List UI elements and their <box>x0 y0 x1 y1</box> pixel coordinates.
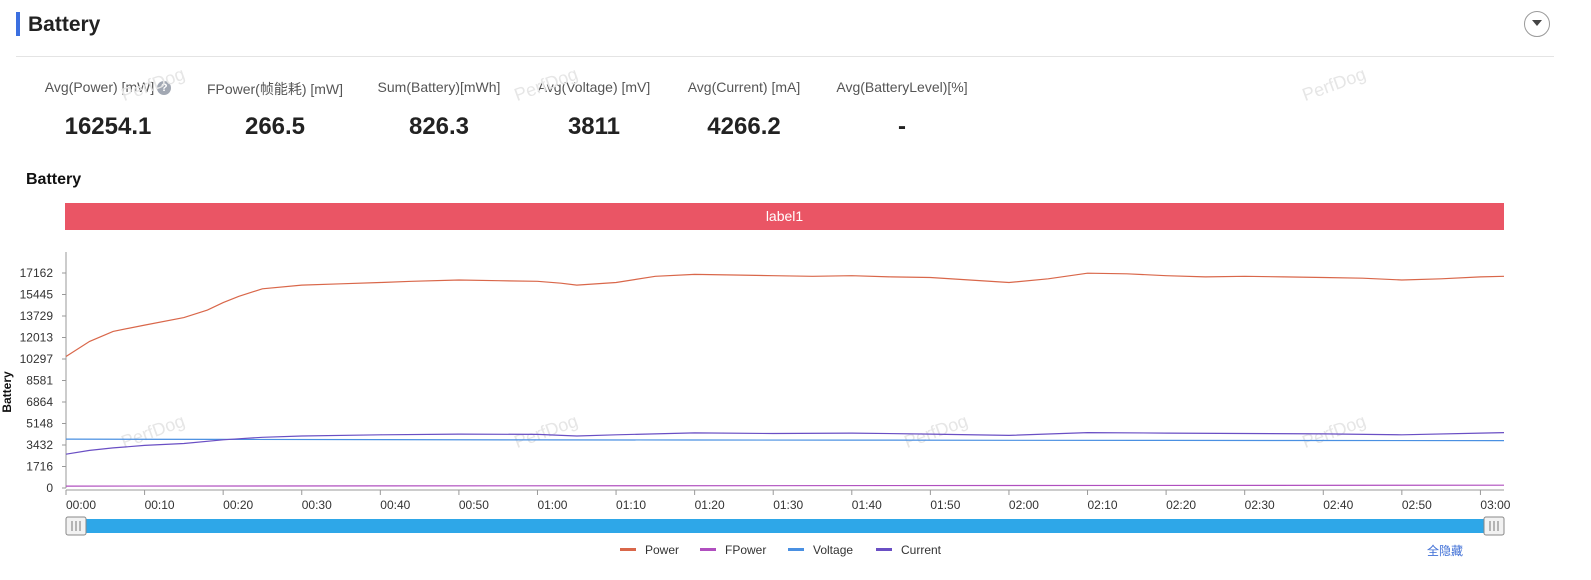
stat-label-avg-power: Avg(Power) [mW]? <box>35 79 181 95</box>
watermark-text: PerfDog <box>118 64 187 105</box>
stat-value-avg-battery-level: - <box>898 113 906 140</box>
x-tick-label: 00:20 <box>223 498 253 512</box>
stat-label-fpower: FPower(帧能耗) [mW] <box>206 81 344 97</box>
y-tick-label: 17162 <box>20 266 54 280</box>
stat-value-avg-power: 16254.1 <box>64 113 152 140</box>
section-header: Battery <box>0 0 1591 57</box>
stat-value-avg-voltage: 3811 <box>567 113 621 140</box>
y-tick-label: 8581 <box>26 374 53 388</box>
zoom-slider-bar[interactable] <box>66 519 1504 533</box>
stat-label-avg-battery-level: Avg(BatteryLevel)[%] <box>836 79 968 95</box>
series-line-current <box>65 431 1505 455</box>
watermark-text: PerfDog <box>901 411 970 452</box>
label-band[interactable]: label1 <box>65 203 1504 230</box>
chevron-down-icon <box>1532 20 1542 26</box>
x-tick-label: 01:50 <box>930 498 960 512</box>
y-tick-label: 6864 <box>26 395 53 409</box>
y-tick-label: 10297 <box>20 352 54 366</box>
page-title: Battery <box>28 13 101 36</box>
y-tick-label: 12013 <box>20 331 54 345</box>
x-tick-label: 01:20 <box>695 498 725 512</box>
watermark-text: PerfDog <box>511 64 580 105</box>
stat-label-sum-battery: Sum(Battery)[mWh] <box>377 79 501 95</box>
legend-swatch-current[interactable] <box>876 548 892 551</box>
hide-all-link[interactable]: 全隐藏 <box>1427 544 1464 558</box>
legend-item-fpower[interactable]: FPower <box>725 543 766 557</box>
watermark-text: PerfDog <box>1299 64 1368 105</box>
x-tick-label: 02:20 <box>1166 498 1196 512</box>
y-axis-label: Battery <box>0 371 14 413</box>
legend-item-power[interactable]: Power <box>645 543 679 557</box>
x-tick-label: 00:10 <box>145 498 175 512</box>
stat-label-avg-voltage: Avg(Voltage) [mV] <box>537 79 651 95</box>
x-tick-label: 02:30 <box>1245 498 1275 512</box>
series-line-voltage <box>65 438 1505 442</box>
legend-swatch-power[interactable] <box>620 548 636 551</box>
y-tick-label: 5148 <box>26 417 53 431</box>
header-divider <box>16 56 1554 57</box>
x-tick-label: 01:40 <box>852 498 882 512</box>
x-tick-label: 01:30 <box>773 498 803 512</box>
legend-swatch-fpower[interactable] <box>700 548 716 551</box>
stat-label-text: Avg(Power) [mW] <box>44 79 155 95</box>
stat-label-avg-current: Avg(Current) [mA] <box>687 79 801 95</box>
watermark-text: PerfDog <box>1299 411 1368 452</box>
stat-value-sum-battery: 826.3 <box>408 113 470 140</box>
watermark-text: PerfDog <box>511 411 580 452</box>
legend-item-current[interactable]: Current <box>901 543 942 557</box>
x-tick-label: 02:00 <box>1009 498 1039 512</box>
x-tick-label: 02:40 <box>1323 498 1353 512</box>
y-tick-label: 0 <box>46 481 53 495</box>
y-tick-label: 1716 <box>26 460 53 474</box>
x-tick-label: 00:00 <box>66 498 96 512</box>
chart-title: Battery <box>26 171 82 188</box>
x-tick-label: 01:00 <box>537 498 567 512</box>
legend-item-voltage[interactable]: Voltage <box>813 543 853 557</box>
x-tick-label: 00:50 <box>459 498 489 512</box>
stat-value-fpower: 266.5 <box>244 113 306 140</box>
x-tick-label: 02:10 <box>1088 498 1118 512</box>
accent-bar <box>16 12 20 36</box>
y-tick-label: 13729 <box>20 309 54 323</box>
legend-swatch-voltage[interactable] <box>788 548 804 551</box>
x-tick-label: 00:40 <box>380 498 410 512</box>
y-tick-label: 3432 <box>26 438 53 452</box>
stat-value-avg-current: 4266.2 <box>707 113 781 140</box>
x-tick-label: 00:30 <box>302 498 332 512</box>
y-tick-label: 15445 <box>20 288 54 302</box>
x-tick-label: 03:00 <box>1480 498 1510 512</box>
help-icon[interactable]: ? <box>157 81 172 95</box>
watermark-text: PerfDog <box>118 411 187 452</box>
x-tick-label: 02:50 <box>1402 498 1432 512</box>
series-line-fpower <box>65 484 1505 487</box>
series-line-power <box>65 272 1505 358</box>
collapse-button[interactable] <box>1524 11 1550 37</box>
x-tick-label: 01:10 <box>616 498 646 512</box>
